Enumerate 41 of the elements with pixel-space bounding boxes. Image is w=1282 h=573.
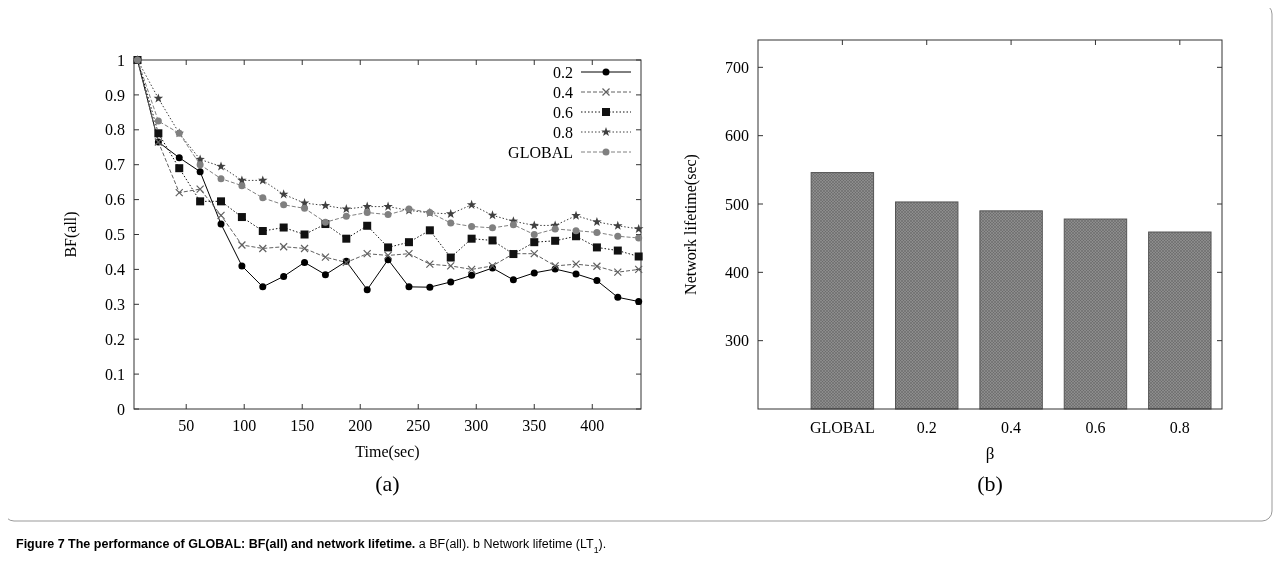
legend-label: GLOBAL (508, 143, 573, 161)
y-tick-label: 1 (117, 51, 125, 69)
y-axis-title: BF(all) (62, 211, 80, 258)
x-tick-label: 400 (580, 417, 605, 434)
y-tick-label: 0.8 (105, 121, 125, 139)
x-tick-label: 0.8 (1169, 419, 1190, 436)
x-axis-title: Time(sec) (355, 443, 420, 461)
x-tick-label: 0.6 (1085, 419, 1106, 436)
legend-label: 0.4 (553, 83, 573, 101)
x-tick-label: 200 (348, 417, 373, 434)
legend-label: 0.8 (553, 123, 573, 141)
y-tick-label: 0.4 (105, 261, 125, 278)
x-tick-label: 50 (178, 417, 195, 434)
legend-label: 0.2 (553, 63, 573, 81)
y-tick-label: 0.1 (105, 365, 125, 383)
y-tick-label: 600 (725, 127, 749, 145)
y-tick-label: 0.9 (105, 86, 125, 104)
x-tick-label: GLOBAL (809, 419, 875, 436)
y-tick-label: 500 (725, 195, 749, 213)
caption: Figure 7 The performance of GLOBAL: BF(all) and network lifetime. a BF(all). b Network lifetime (LT$_{1}$). (16, 537, 607, 555)
x-tick-label: 100 (232, 417, 257, 434)
y-tick-label: 0.2 (105, 330, 125, 348)
x-axis-title: β (985, 444, 995, 463)
y-tick-label: 0.3 (105, 295, 125, 313)
y-tick-label: 0.5 (105, 226, 125, 244)
y-tick-label: 300 (725, 332, 749, 350)
text: (b) (977, 471, 1003, 496)
legend-label: 0.6 (553, 103, 573, 121)
y-tick-label: 0.6 (105, 191, 125, 209)
x-tick-label: 150 (290, 417, 315, 434)
x-tick-label: 350 (522, 417, 547, 434)
x-tick-label: 250 (406, 417, 431, 434)
x-tick-label: 0.4 (1001, 419, 1022, 436)
y-tick-label: 0 (117, 400, 125, 418)
x-tick-label: 0.2 (916, 419, 937, 436)
y-tick-label: 0.7 (105, 156, 125, 174)
x-tick-label: 300 (464, 417, 489, 434)
text: (a) (375, 471, 400, 496)
y-tick-label: 400 (725, 263, 749, 281)
y-tick-label: 700 (725, 58, 749, 76)
y-axis-title: Network lifetime(sec) (682, 154, 700, 295)
